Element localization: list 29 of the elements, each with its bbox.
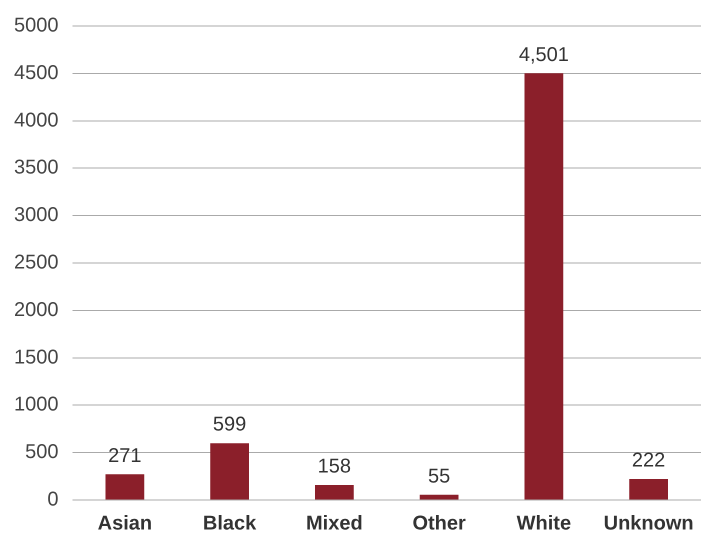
y-tick-label: 4000 — [14, 109, 58, 132]
data-label: 599 — [212, 414, 246, 436]
bar — [314, 485, 354, 500]
data-label: 55 — [428, 465, 450, 488]
x-tick-label: White — [516, 512, 572, 535]
data-label: 271 — [108, 444, 142, 467]
x-tick-label: Asian — [98, 512, 152, 535]
y-tick-label: 2000 — [14, 298, 58, 321]
data-label: 158 — [318, 456, 352, 478]
y-tick-label: 1000 — [14, 394, 58, 416]
x-tick-label: Unknown — [604, 512, 694, 535]
x-tick-label: Mixed — [306, 512, 363, 535]
y-tick-label: 3000 — [14, 204, 58, 226]
data-label: 222 — [632, 449, 666, 472]
x-tick-label: Black — [202, 512, 258, 535]
bar — [420, 494, 458, 500]
bar — [524, 73, 564, 500]
x-tick-label: Other — [412, 512, 466, 535]
y-tick-label: 2500 — [14, 252, 58, 274]
y-tick-label: 0 — [47, 488, 58, 511]
y-tick-label: 1500 — [14, 346, 58, 368]
bar — [210, 443, 249, 500]
data-label: 4,501 — [518, 44, 569, 66]
bar — [105, 474, 144, 500]
bar — [629, 478, 668, 500]
y-tick-label: 3500 — [14, 156, 58, 179]
y-tick-label: 500 — [25, 441, 58, 464]
y-tick-label: 5000 — [14, 14, 58, 37]
y-tick-label: 4500 — [14, 62, 58, 84]
